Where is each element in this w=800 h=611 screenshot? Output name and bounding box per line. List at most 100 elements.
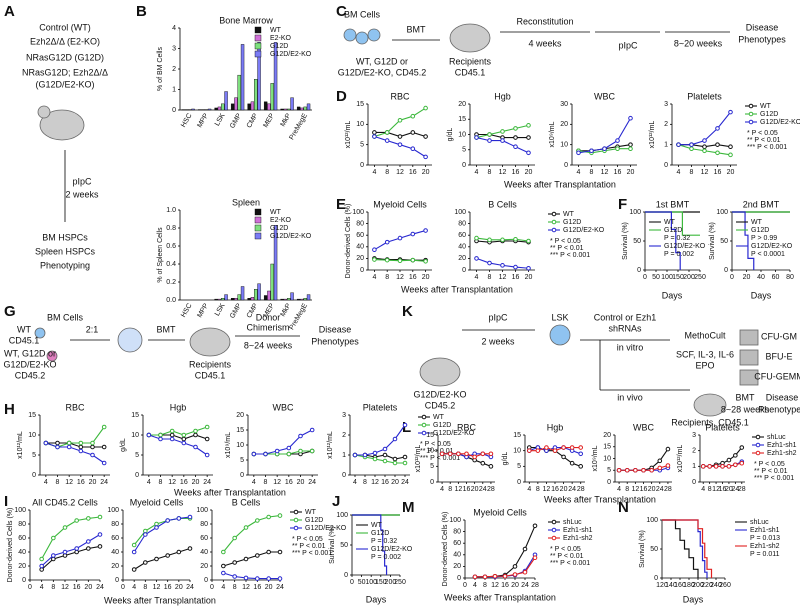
- x-tick-label: 28: [664, 486, 672, 493]
- point: [90, 440, 95, 446]
- x-tick-label: 8: [385, 169, 389, 176]
- point: [154, 556, 159, 562]
- point: [97, 514, 103, 520]
- survival-curve: [662, 519, 713, 578]
- point: [74, 546, 79, 551]
- legend-label: G12D: [664, 227, 682, 234]
- x-tick-label: 4: [701, 486, 705, 493]
- legend-marker: [293, 509, 299, 515]
- legend-swatch: [254, 216, 262, 224]
- x-tick-label: 24: [521, 582, 529, 589]
- point: [97, 532, 103, 537]
- diagram-label: G12D/E2-KO, CD45.2: [338, 67, 427, 77]
- legend-swatch: [254, 34, 262, 42]
- point: [352, 452, 358, 458]
- legend-label: shLuc: [563, 519, 582, 526]
- point: [423, 134, 428, 139]
- x-tick-label: 12: [601, 169, 609, 176]
- point: [616, 467, 622, 473]
- x-tick-label: 12: [371, 479, 379, 486]
- series-line: [133, 547, 191, 570]
- point: [286, 445, 292, 451]
- diagram-label: in vivo: [617, 392, 643, 402]
- point: [474, 256, 479, 261]
- point: [193, 444, 198, 450]
- y-tick-label: 40: [111, 549, 119, 556]
- bar: [303, 298, 307, 301]
- y-tick-label: 0: [172, 107, 176, 114]
- bar: [221, 103, 225, 111]
- x-tick-label: 150: [672, 274, 684, 281]
- y-tick-label: 5: [607, 467, 611, 474]
- legend-label: WT: [664, 219, 676, 226]
- bar: [237, 294, 241, 301]
- point: [66, 440, 72, 446]
- panel-label: B: [136, 3, 147, 20]
- diagram-label: CD45.2: [425, 400, 456, 410]
- point: [402, 422, 408, 428]
- x-tick-label: 20: [89, 479, 97, 486]
- point: [500, 138, 505, 143]
- legend-marker: [748, 103, 754, 109]
- point: [526, 238, 531, 244]
- point: [624, 467, 630, 473]
- point: [39, 556, 44, 562]
- x-tick-label: 0: [210, 584, 214, 591]
- x-tick-label: GMP: [229, 302, 243, 320]
- point: [255, 553, 260, 558]
- point: [277, 513, 283, 518]
- y-axis-label: Donor-derived Cells (%): [7, 508, 14, 583]
- x-tick-label: 20: [511, 582, 519, 589]
- x-tick-label: 20: [525, 169, 533, 176]
- x-tick-label: 220: [701, 582, 713, 589]
- bar: [257, 283, 261, 301]
- point: [532, 555, 538, 561]
- x-tick-label: 4: [372, 274, 376, 281]
- point: [512, 564, 518, 569]
- bar: [224, 294, 228, 301]
- x-tick-label: 8: [483, 582, 487, 589]
- legend-marker: [551, 527, 557, 533]
- legend-label: WT: [270, 27, 282, 34]
- point: [702, 148, 707, 154]
- point: [66, 444, 72, 450]
- x-tick-label: 24: [186, 584, 194, 591]
- point: [715, 150, 720, 156]
- x-tick-label: 4: [221, 584, 225, 591]
- point: [410, 113, 416, 119]
- point: [665, 463, 671, 468]
- diagram-label: shRNAs: [608, 323, 642, 333]
- y-tick-label: 3: [692, 432, 696, 439]
- x-tick-label: 20: [175, 584, 183, 591]
- point: [187, 546, 193, 551]
- legend-label: WT: [371, 522, 383, 529]
- y-tick-label: 1.0: [166, 207, 176, 214]
- colony-image: [739, 329, 759, 346]
- point: [101, 424, 107, 430]
- bar: [270, 263, 274, 301]
- point: [397, 235, 403, 241]
- y-tick-label: 100: [107, 507, 119, 514]
- y-tick-label: 0.8: [166, 225, 176, 232]
- point: [423, 228, 428, 233]
- y-tick-label: 50: [720, 238, 728, 245]
- y-axis-label: x10¹²/mL: [345, 121, 352, 149]
- point: [86, 546, 91, 551]
- y-tick-label: 100: [352, 209, 364, 216]
- point: [500, 263, 505, 268]
- diagram-label: BMT: [157, 324, 177, 334]
- x-tick-label: 16: [512, 274, 520, 281]
- legend-marker: [293, 517, 299, 523]
- legend-label: WT: [563, 211, 575, 218]
- y-axis-label: Survival (%): [709, 222, 716, 260]
- diagram-label: MethoCult: [684, 330, 726, 340]
- x-tick-label: 20: [627, 169, 635, 176]
- y-tick-label: 1: [692, 463, 696, 470]
- diagram-label: Recipients: [189, 359, 232, 369]
- chart-title: WBC: [594, 91, 615, 101]
- point: [726, 457, 732, 463]
- point: [62, 525, 68, 530]
- point: [392, 436, 398, 442]
- bar: [306, 294, 311, 301]
